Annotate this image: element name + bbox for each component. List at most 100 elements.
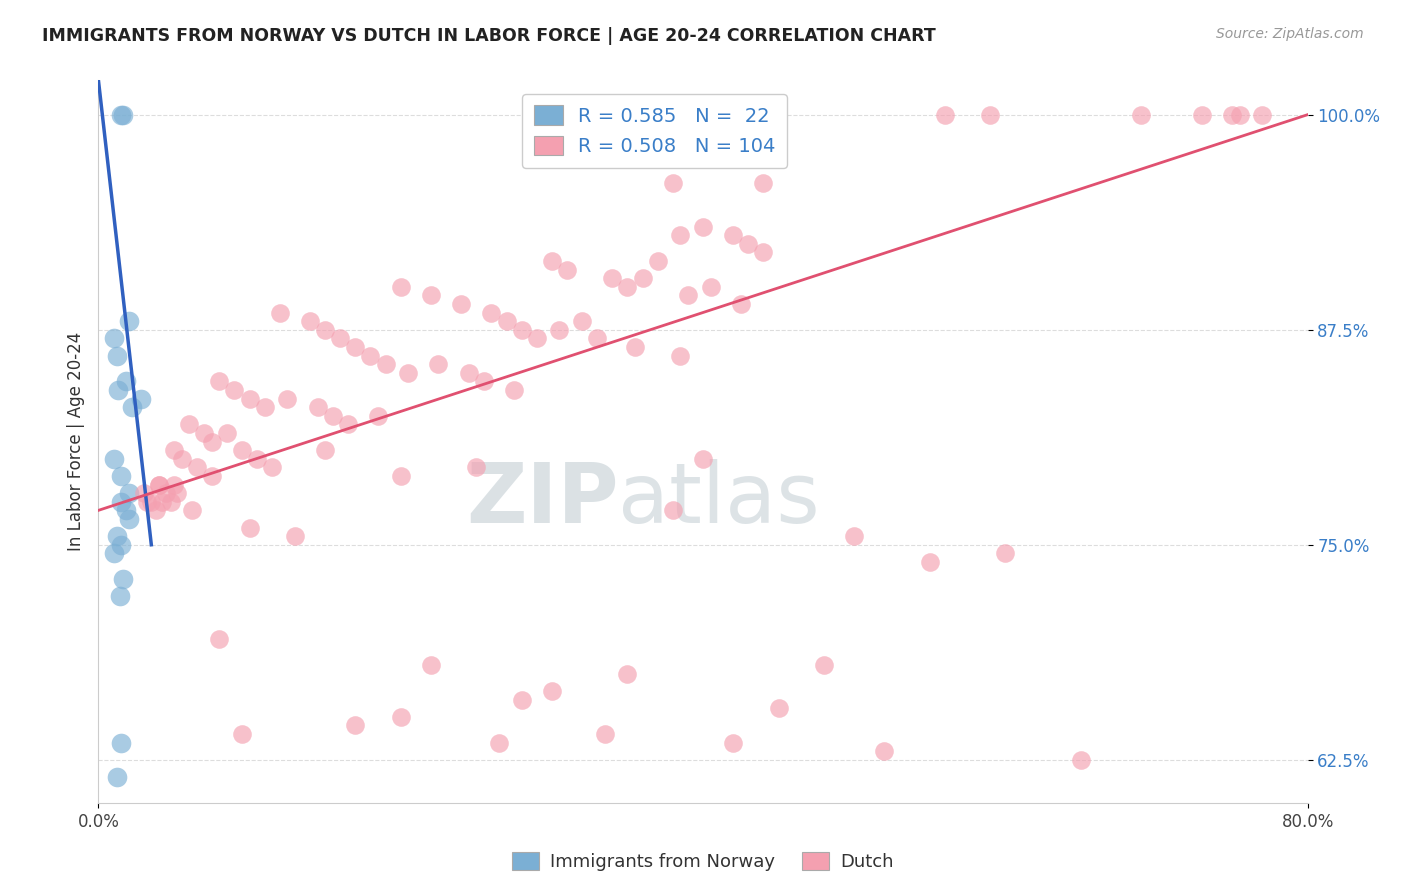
Point (307, 400, 329, 414)
Point (108, 590, 131, 604)
Point (150, 494, 173, 508)
Point (669, 349, 692, 363)
Point (201, 469, 224, 483)
Point (488, 735, 510, 749)
Point (548, 323, 571, 337)
Point (163, 443, 186, 458)
Point (110, 494, 132, 508)
Point (314, 443, 336, 458)
Point (1229, 108, 1251, 122)
Point (813, 658, 835, 673)
Point (239, 520, 262, 534)
Point (1251, 108, 1274, 122)
Point (374, 357, 396, 371)
Point (360, 349, 382, 363)
Point (269, 305, 291, 319)
Point (148, 477, 170, 491)
Point (103, 331, 125, 345)
Point (624, 340, 647, 354)
Point (186, 460, 208, 475)
Point (110, 469, 132, 483)
Point (844, 529, 866, 543)
Point (631, 271, 654, 285)
Y-axis label: In Labor Force | Age 20-24: In Labor Force | Age 20-24 (66, 332, 84, 551)
Point (503, 383, 526, 397)
Point (110, 735, 132, 749)
Text: ZIP: ZIP (465, 458, 619, 540)
Point (979, 108, 1001, 122)
Point (586, 331, 609, 345)
Point (1070, 753, 1092, 767)
Point (1130, 108, 1153, 122)
Point (110, 538, 132, 552)
Point (616, 666, 638, 681)
Point (934, 108, 956, 122)
Point (145, 503, 167, 517)
Point (669, 228, 692, 243)
Point (450, 297, 472, 311)
Point (457, 366, 479, 380)
Point (111, 572, 134, 586)
Point (510, 692, 533, 706)
Point (107, 383, 129, 397)
Point (132, 486, 155, 500)
Point (389, 710, 412, 724)
Point (193, 425, 215, 440)
Point (918, 555, 941, 569)
Point (160, 494, 183, 508)
Point (239, 392, 262, 406)
Point (510, 323, 533, 337)
Point (730, 297, 752, 311)
Point (1191, 108, 1213, 122)
Point (170, 451, 193, 466)
Point (110, 108, 132, 122)
Point (322, 409, 344, 423)
Point (540, 253, 562, 268)
Point (114, 503, 136, 517)
Text: Source: ZipAtlas.com: Source: ZipAtlas.com (1216, 27, 1364, 41)
Point (752, 245, 775, 260)
Point (540, 684, 562, 698)
Point (179, 417, 201, 432)
Point (427, 357, 450, 371)
Point (336, 417, 359, 432)
Point (231, 443, 253, 458)
Point (215, 425, 238, 440)
Point (262, 460, 284, 475)
Point (699, 279, 721, 293)
Point (118, 512, 141, 526)
Point (994, 546, 1017, 560)
Point (231, 727, 253, 741)
Point (676, 288, 699, 302)
Text: atlas: atlas (619, 458, 820, 540)
Point (737, 236, 759, 251)
Point (155, 486, 177, 500)
Point (647, 253, 669, 268)
Point (396, 366, 419, 380)
Point (752, 177, 775, 191)
Point (276, 392, 298, 406)
Point (141, 494, 163, 508)
Point (114, 374, 136, 388)
Legend: Immigrants from Norway, Dutch: Immigrants from Norway, Dutch (505, 845, 901, 879)
Point (314, 323, 336, 337)
Point (723, 228, 745, 243)
Point (593, 727, 616, 741)
Point (129, 392, 152, 406)
Point (148, 477, 170, 491)
Point (472, 374, 495, 388)
Point (768, 701, 790, 715)
Point (420, 658, 443, 673)
Point (661, 177, 683, 191)
Point (344, 718, 367, 732)
Point (367, 409, 389, 423)
Point (389, 469, 412, 483)
Point (163, 477, 186, 491)
Point (246, 451, 269, 466)
Point (208, 374, 231, 388)
Point (224, 383, 246, 397)
Point (118, 314, 141, 328)
Text: IMMIGRANTS FROM NORWAY VS DUTCH IN LABOR FORCE | AGE 20-24 CORRELATION CHART: IMMIGRANTS FROM NORWAY VS DUTCH IN LABOR… (42, 27, 936, 45)
Legend: R = 0.585   N =  22, R = 0.508   N = 104: R = 0.585 N = 22, R = 0.508 N = 104 (522, 94, 787, 168)
Point (118, 486, 141, 500)
